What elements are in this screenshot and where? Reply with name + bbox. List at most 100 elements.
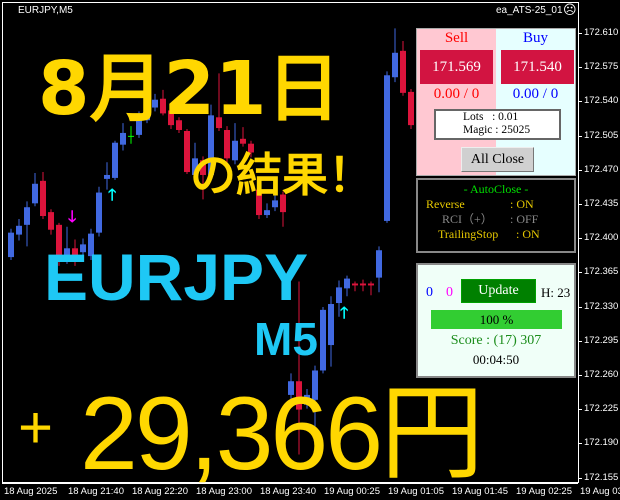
price-tick-mark bbox=[578, 340, 582, 342]
candle-body bbox=[368, 283, 374, 286]
score-text: Score : (17) 307 bbox=[450, 333, 542, 348]
candle-body bbox=[40, 180, 46, 217]
candle-body bbox=[128, 135, 134, 137]
candle-body bbox=[240, 138, 246, 144]
price-tick-mark bbox=[578, 67, 582, 69]
price-tick-mark bbox=[578, 238, 582, 240]
all-close-button[interactable]: All Close bbox=[461, 147, 534, 172]
overlay-profit-sign: + bbox=[18, 394, 54, 461]
buy-arrow-icon: 🡑 bbox=[108, 187, 117, 204]
sell-label: Sell bbox=[444, 30, 469, 46]
trailingstop-value[interactable]: : ON bbox=[516, 227, 540, 241]
price-tick-mark bbox=[578, 101, 582, 103]
candle-body bbox=[192, 158, 198, 175]
candle-body bbox=[48, 212, 54, 230]
time-tick-label: 18 Aug 23:40 bbox=[260, 486, 316, 497]
trade-panel: Sell Buy 171.569 171.540 0.00 / 0 0.00 /… bbox=[416, 28, 576, 176]
price-tick-mark bbox=[578, 169, 582, 171]
hour-label: H: 23 bbox=[541, 285, 571, 300]
price-tick-label: 172.155 bbox=[584, 471, 619, 483]
candle-body bbox=[224, 130, 230, 159]
magic-value: Magic : 25025 bbox=[463, 124, 531, 136]
candle-body bbox=[400, 50, 406, 93]
time-tick-label: 19 Aug 02:25 bbox=[516, 486, 572, 497]
price-tick-mark bbox=[578, 477, 582, 479]
candle-body bbox=[280, 194, 286, 213]
price-tick-mark bbox=[578, 375, 582, 376]
update-button[interactable]: Update bbox=[461, 279, 536, 303]
candle-body bbox=[360, 283, 366, 286]
reverse-label: Reverse bbox=[426, 197, 465, 211]
candle-body bbox=[216, 117, 222, 129]
sell-count: 0 bbox=[446, 285, 453, 300]
candle-body bbox=[144, 104, 150, 121]
info-box: Lots : 0.01 Magic : 25025 bbox=[434, 109, 561, 140]
candle-body bbox=[56, 224, 62, 261]
time-tick-label: 18 Aug 21:40 bbox=[68, 486, 124, 497]
candle-body bbox=[176, 120, 182, 131]
candle-body bbox=[152, 99, 158, 108]
buy-position: 0.00 / 0 bbox=[512, 86, 559, 102]
lots-value: Lots : 0.01 bbox=[463, 111, 519, 123]
price-tick-mark bbox=[578, 204, 582, 205]
rci-label: RCI（+） bbox=[442, 212, 493, 226]
candle-body bbox=[64, 248, 70, 261]
overlay-date: 8月21日 bbox=[38, 46, 341, 132]
candle-body bbox=[352, 283, 358, 286]
time-tick-label: 19 Aug 03 bbox=[580, 486, 620, 497]
price-tick-label: 172.575 bbox=[584, 61, 619, 73]
candle-body bbox=[232, 140, 238, 161]
price-tick-mark bbox=[578, 443, 582, 445]
overlay-profit: 29,366円 bbox=[80, 376, 484, 492]
candle-body bbox=[88, 233, 94, 257]
candle-body bbox=[200, 160, 206, 175]
reverse-value[interactable]: : ON bbox=[510, 197, 534, 211]
candle-body bbox=[208, 115, 214, 175]
price-tick-label: 172.435 bbox=[584, 198, 619, 209]
candle-body bbox=[304, 394, 310, 405]
autoclose-panel: - AutoClose - Reverse : ON RCI（+） : OFF Tr… bbox=[416, 178, 576, 253]
rci-value[interactable]: : OFF bbox=[510, 212, 539, 226]
price-tick-label: 172.505 bbox=[584, 129, 619, 141]
candle-body bbox=[256, 189, 262, 216]
candle-body bbox=[320, 309, 326, 371]
price-tick-mark bbox=[578, 306, 582, 308]
candle-body bbox=[184, 130, 190, 173]
candle-body bbox=[72, 248, 78, 261]
overlay-pair: EURJPY bbox=[44, 240, 309, 314]
status-panel: 0 0 Update H: 23 100 % Score : (17) 307 … bbox=[416, 263, 576, 378]
buy-button[interactable]: 171.540 bbox=[501, 50, 574, 84]
price-tick-label: 172.190 bbox=[584, 437, 619, 449]
candle-body bbox=[16, 225, 22, 235]
time-tick-label: 19 Aug 00:25 bbox=[324, 486, 380, 497]
price-tick-label: 172.295 bbox=[584, 334, 619, 346]
candle-body bbox=[408, 91, 414, 126]
price-tick-mark bbox=[578, 272, 582, 274]
symbol-label: EURJPY,M5 bbox=[18, 5, 73, 16]
frown-face-icon: ☹ bbox=[563, 2, 577, 17]
candle-body bbox=[80, 244, 86, 253]
candle-body bbox=[288, 381, 294, 395]
overlay-subtitle: の結果！ bbox=[190, 148, 374, 202]
overlay-timeframe: M5 bbox=[254, 313, 318, 365]
candle-body bbox=[32, 183, 38, 204]
candle-body bbox=[160, 98, 166, 114]
time-tick-label: 18 Aug 23:00 bbox=[196, 486, 252, 497]
candle-body bbox=[248, 143, 254, 153]
timer-text: 00:04:50 bbox=[472, 352, 520, 367]
buy-arrow-icon: 🡑 bbox=[340, 305, 349, 322]
candle-body bbox=[384, 75, 390, 221]
price-tick-label: 172.260 bbox=[584, 369, 619, 380]
progress-bar: 100 % bbox=[431, 310, 562, 329]
price-tick-label: 172.330 bbox=[584, 300, 619, 312]
candle-body bbox=[136, 117, 142, 135]
autoclose-title: - AutoClose - bbox=[463, 182, 529, 196]
progress-text: 100 % bbox=[479, 312, 514, 327]
price-tick-label: 172.470 bbox=[584, 163, 619, 175]
sell-button[interactable]: 171.569 bbox=[420, 50, 493, 84]
candle-body bbox=[264, 210, 270, 216]
trailingstop-label: TrailingStop bbox=[438, 227, 499, 241]
price-tick-label: 172.400 bbox=[584, 232, 619, 244]
candle-body bbox=[296, 381, 302, 410]
price-tick-mark bbox=[578, 409, 582, 411]
